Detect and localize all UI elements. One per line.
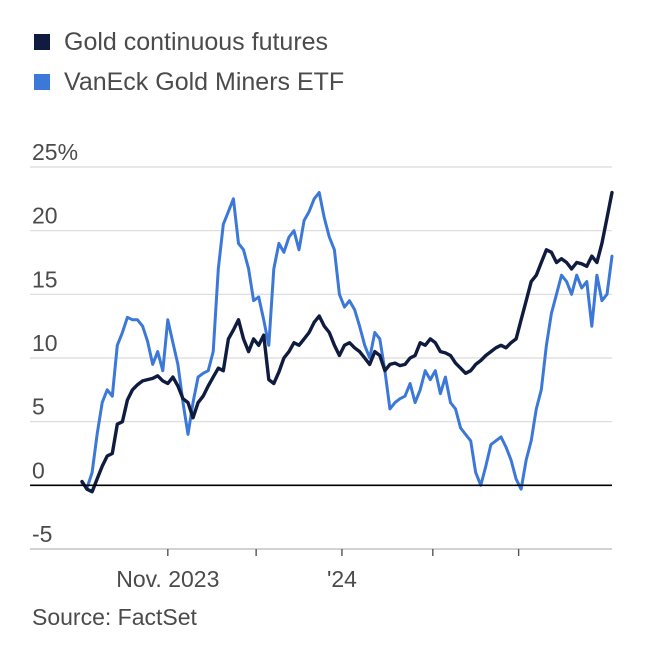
y-tick-label: 20 (32, 203, 58, 229)
series-line-gold-miners-etf (80, 191, 614, 491)
series-line-gold-futures (80, 190, 614, 494)
legend-label-gold-futures: Gold continuous futures (64, 27, 329, 56)
legend-swatch-gold-futures (34, 34, 50, 50)
y-tick-label: 0 (32, 457, 45, 483)
x-tick-label: Nov. 2023 (116, 566, 219, 592)
y-tick-label: 10 (32, 330, 58, 356)
x-axis: Nov. 2023 '24 (30, 548, 612, 592)
y-tick-label: -5 (32, 521, 52, 547)
x-tick-label: '24 (327, 566, 357, 592)
legend-item-gold-miners-etf: VanEck Gold Miners ETF (34, 62, 344, 102)
series-lines (80, 190, 614, 494)
y-tick-label: 25% (32, 139, 78, 165)
legend-swatch-gold-miners-etf (34, 74, 50, 90)
chart-legend: Gold continuous futures VanEck Gold Mine… (34, 22, 344, 102)
legend-item-gold-futures: Gold continuous futures (34, 22, 344, 62)
y-tick-label: 15 (32, 266, 58, 292)
y-axis-labels: 25% 20 15 10 5 0 -5 (32, 139, 78, 547)
legend-label-gold-miners-etf: VanEck Gold Miners ETF (64, 67, 345, 96)
y-tick-label: 5 (32, 394, 45, 420)
source-note: Source: FactSet (32, 604, 197, 630)
